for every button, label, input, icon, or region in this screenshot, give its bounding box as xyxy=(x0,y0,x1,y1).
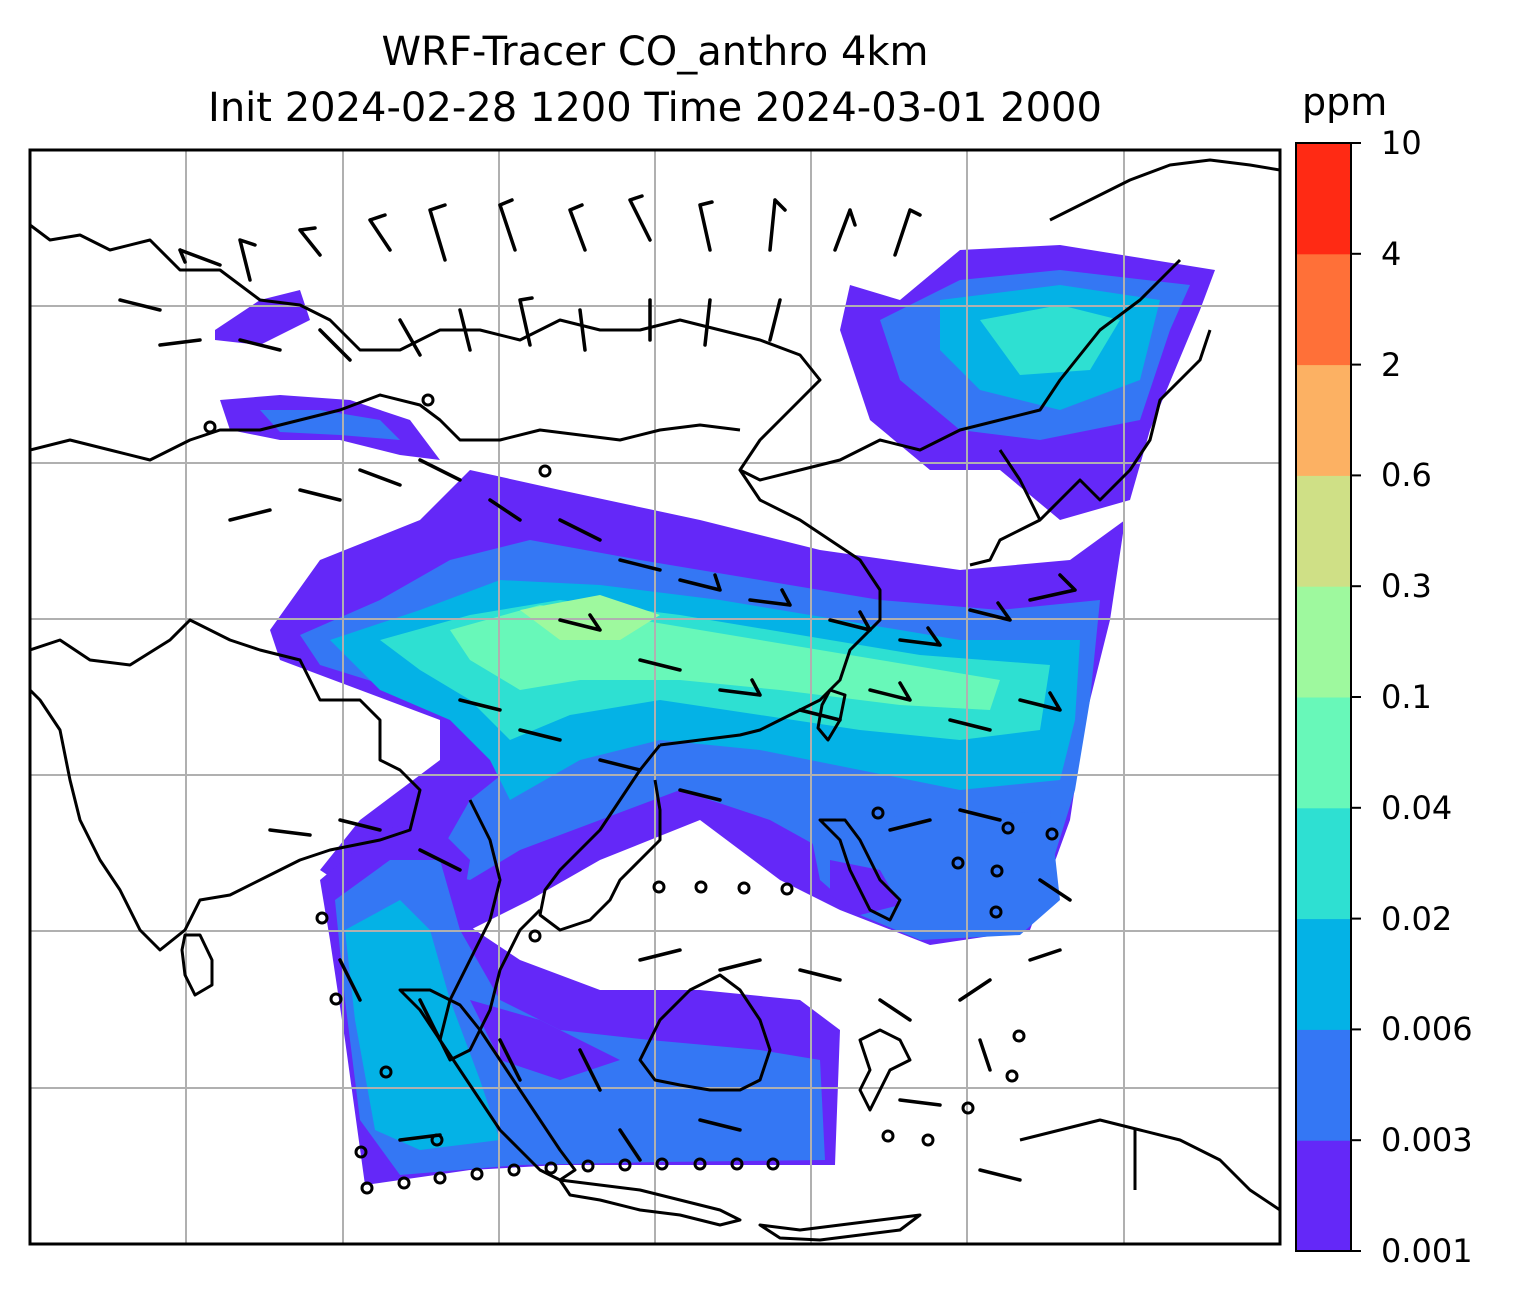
colorbar-tick-label: 0.006 xyxy=(1381,1010,1473,1049)
colorbar-bin xyxy=(1296,697,1351,809)
colorbar-tick-label: 0.001 xyxy=(1381,1232,1473,1270)
colorbar-bin xyxy=(1296,143,1351,255)
map-panel xyxy=(30,150,1280,1244)
colorbar-bin xyxy=(1296,364,1351,476)
co-concentration-field xyxy=(215,245,1215,1185)
colorbar-tick-label: 0.3 xyxy=(1381,567,1432,606)
map-frame xyxy=(28,148,1282,1246)
colorbar-bin xyxy=(1296,918,1351,1030)
colorbar-bin xyxy=(1296,253,1351,366)
colorbar-tick-label: 2 xyxy=(1381,345,1402,384)
map-title-line1: WRF-Tracer CO_anthro 4km xyxy=(381,29,929,75)
colorbar-unit: ppm xyxy=(1302,80,1388,124)
colorbar-tick-label: 0.1 xyxy=(1381,678,1432,716)
colorbar-tick-label: 0.04 xyxy=(1381,788,1453,827)
colorbar-bin xyxy=(1296,1140,1351,1252)
colorbar-bin xyxy=(1296,586,1351,698)
colorbar-tick-label: 0.02 xyxy=(1381,899,1453,938)
colorbar-tick-label: 0.6 xyxy=(1381,456,1432,495)
colorbar-tick-label: 0.003 xyxy=(1381,1121,1473,1160)
colorbar-tick-label: 4 xyxy=(1381,234,1402,273)
colorbar-tick-label: 10 xyxy=(1381,124,1422,162)
colorbar-bin xyxy=(1296,1029,1351,1141)
colorbar-bin xyxy=(1296,475,1351,587)
colorbar xyxy=(1295,142,1361,1252)
colorbar-bin xyxy=(1296,807,1351,920)
wind-barbs xyxy=(118,194,1077,1195)
map-title-line2: Init 2024-02-28 1200 Time 2024-03-01 200… xyxy=(208,85,1102,131)
